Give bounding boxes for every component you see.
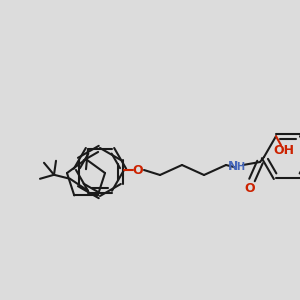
Text: H: H [236, 162, 244, 172]
Text: OH: OH [274, 144, 295, 157]
Text: O: O [245, 182, 255, 196]
Text: N: N [228, 160, 238, 173]
Text: O: O [133, 164, 143, 176]
